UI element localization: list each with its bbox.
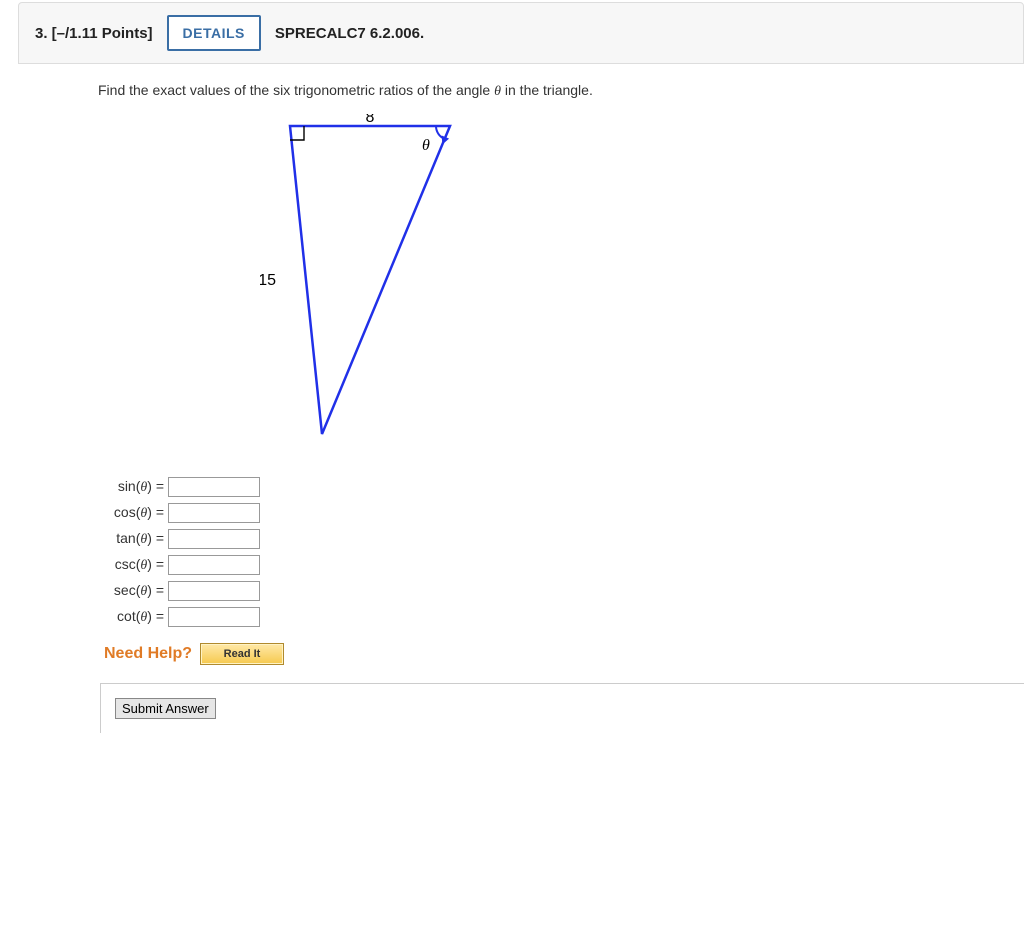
answers-block: sin(θ) = cos(θ) = tan(θ) = csc(θ) = sec(θ) =… [100, 477, 1024, 627]
question-header: 3. [–/1.11 Points] DETAILS SPRECALC7 6.2… [18, 2, 1024, 64]
answer-row: sin(θ) = [100, 477, 1024, 497]
triangle-figure: 8 15 θ [260, 114, 1024, 457]
prompt-theta: θ [494, 84, 501, 99]
answer-label: sec(θ) = [100, 582, 168, 600]
triangle-svg: 8 15 θ [260, 114, 520, 454]
prompt-text-before: Find the exact values of the six trigono… [98, 82, 494, 98]
figure-label-theta: θ [422, 137, 430, 154]
need-help-row: Need Help? Read It [104, 643, 1024, 665]
answer-row: tan(θ) = [100, 529, 1024, 549]
question-prompt: Find the exact values of the six trigono… [98, 82, 1024, 100]
answer-input-csc[interactable] [168, 555, 260, 575]
question-body: Find the exact values of the six trigono… [80, 82, 1024, 733]
answer-input-tan[interactable] [168, 529, 260, 549]
answer-label: sin(θ) = [100, 478, 168, 496]
read-it-button[interactable]: Read It [200, 643, 284, 665]
submit-bar: Submit Answer [100, 683, 1024, 733]
answer-input-cos[interactable] [168, 503, 260, 523]
answer-row: sec(θ) = [100, 581, 1024, 601]
answer-row: cos(θ) = [100, 503, 1024, 523]
need-help-label: Need Help? [104, 645, 192, 663]
answer-row: cot(θ) = [100, 607, 1024, 627]
answer-row: csc(θ) = [100, 555, 1024, 575]
answer-input-sec[interactable] [168, 581, 260, 601]
question-source: SPRECALC7 6.2.006. [275, 25, 424, 42]
question-number-points: 3. [–/1.11 Points] [35, 25, 153, 42]
prompt-text-after: in the triangle. [501, 82, 593, 98]
submit-answer-button[interactable]: Submit Answer [115, 698, 216, 719]
answer-label: cos(θ) = [100, 504, 168, 522]
answer-label: tan(θ) = [100, 530, 168, 548]
answer-label: cot(θ) = [100, 608, 168, 626]
answer-input-sin[interactable] [168, 477, 260, 497]
answer-label: csc(θ) = [100, 556, 168, 574]
figure-label-left: 15 [260, 272, 276, 289]
figure-label-top: 8 [366, 114, 375, 126]
answer-input-cot[interactable] [168, 607, 260, 627]
details-button[interactable]: DETAILS [167, 15, 261, 51]
